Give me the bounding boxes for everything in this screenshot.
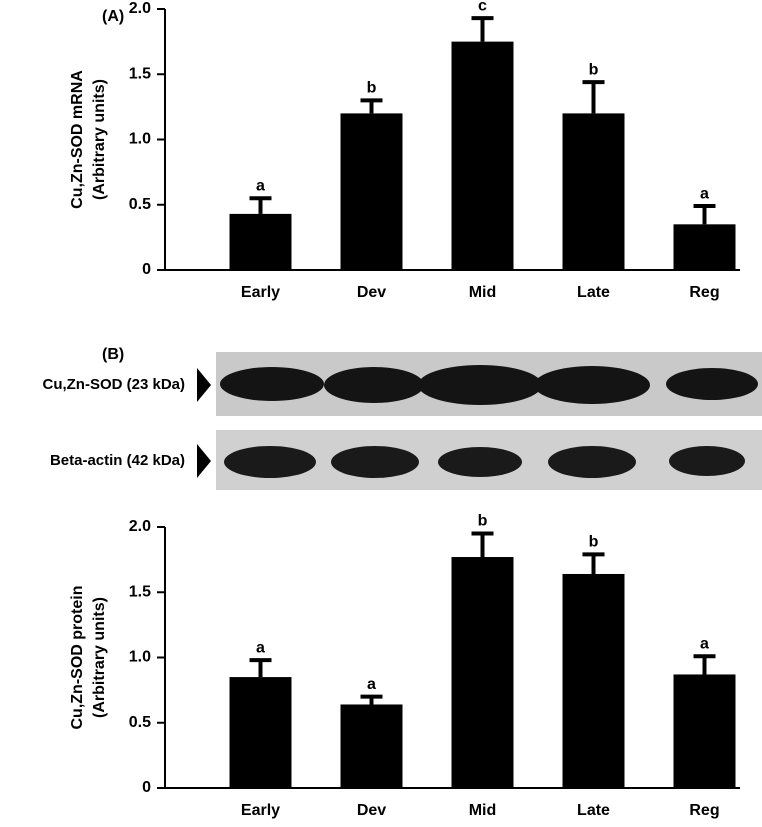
- y-tick-label: 1.5: [129, 583, 151, 600]
- bar: [562, 113, 625, 271]
- bar: [451, 557, 514, 788]
- annotation: b: [367, 80, 377, 97]
- bar: [340, 704, 403, 788]
- x-tick-label: Reg: [689, 284, 719, 301]
- blot: Cu,Zn-SOD (23 kDa) Beta-actin (42 kDa): [42, 352, 762, 490]
- y-tick-label: 2.0: [129, 0, 151, 17]
- x-tick-label: Reg: [689, 802, 719, 819]
- y-tick-label: 0.5: [129, 196, 151, 213]
- x-tick-label: Dev: [357, 802, 386, 819]
- error-bar: [360, 98, 383, 114]
- y-tick-label: 0: [142, 261, 151, 278]
- error-bar: [693, 204, 716, 225]
- x-tick-label: Late: [577, 802, 610, 819]
- y-tick-label: 0: [142, 779, 151, 796]
- annotation: c: [478, 0, 487, 14]
- annotation: a: [256, 639, 265, 656]
- error-bar: [471, 16, 494, 42]
- x-tick-label: Dev: [357, 284, 386, 301]
- y-tick-label: 2.0: [129, 518, 151, 535]
- annotation: a: [256, 177, 265, 194]
- arrow: [197, 368, 211, 402]
- x-tick-label: Late: [577, 284, 610, 301]
- x-tick-label: Mid: [469, 284, 497, 301]
- error-bar: [360, 694, 383, 705]
- annotation: b: [589, 534, 599, 551]
- y-tick-label: 0.5: [129, 714, 151, 731]
- bar: [229, 213, 292, 270]
- blot-label: Beta-actin (42 kDa): [50, 452, 185, 469]
- y-axis-label: Cu,Zn-SOD protein: [69, 586, 86, 730]
- annotation: b: [478, 513, 488, 530]
- blot-bands: [224, 446, 745, 478]
- annotation: b: [589, 61, 599, 78]
- bar: [340, 113, 403, 271]
- y-tick-label: 1.0: [129, 131, 151, 148]
- arrow: [197, 444, 211, 478]
- annotation: a: [367, 676, 376, 693]
- y-tick-label: 1.0: [129, 649, 151, 666]
- panel-label: (B): [102, 346, 124, 363]
- y-axis-label: (Arbitrary units): [91, 597, 108, 718]
- annotation: a: [700, 635, 709, 652]
- bar: [673, 224, 736, 270]
- panel-label: (A): [102, 8, 124, 25]
- error-bar: [582, 552, 605, 574]
- blot-label: Cu,Zn-SOD (23 kDa): [42, 376, 185, 393]
- x-tick-label: Early: [241, 802, 280, 819]
- x-tick-label: Mid: [469, 802, 497, 819]
- error-bar: [249, 658, 272, 678]
- x-tick-label: Early: [241, 284, 280, 301]
- blot-bands: [220, 365, 758, 405]
- error-bar: [471, 531, 494, 558]
- bar: [451, 41, 514, 270]
- y-axis-label: Cu,Zn-SOD mRNA: [69, 70, 86, 209]
- error-bar: [582, 80, 605, 114]
- y-axis-label: (Arbitrary units): [91, 79, 108, 200]
- y-tick-label: 1.5: [129, 65, 151, 82]
- error-bar: [693, 654, 716, 675]
- error-bar: [249, 196, 272, 214]
- annotation: a: [700, 185, 709, 202]
- bar: [229, 677, 292, 788]
- bar: [562, 573, 625, 788]
- bar: [673, 674, 736, 788]
